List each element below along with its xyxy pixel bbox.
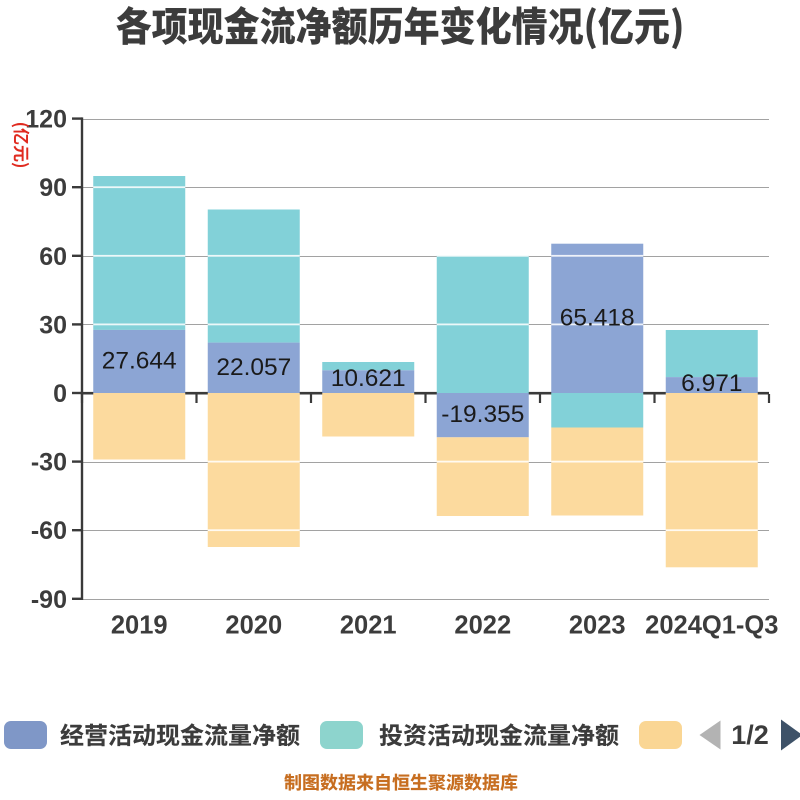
svg-text:6.971: 6.971 [681,370,742,397]
svg-text:2024Q1-Q3: 2024Q1-Q3 [645,612,778,640]
svg-text:-60: -60 [31,517,67,545]
svg-text:30: 30 [39,311,67,339]
svg-text:60: 60 [39,243,67,271]
svg-text:2022: 2022 [454,612,511,640]
svg-text:0: 0 [53,380,67,408]
svg-text:1/2: 1/2 [731,720,769,750]
svg-text:10.621: 10.621 [331,365,406,392]
svg-text:120: 120 [25,106,67,134]
svg-text:-30: -30 [31,449,67,477]
svg-text:-19.355: -19.355 [441,401,524,428]
svg-text:90: 90 [39,174,67,202]
svg-text:27.644: 27.644 [102,348,177,375]
svg-text:2021: 2021 [340,612,397,640]
svg-text:65.418: 65.418 [560,305,635,332]
svg-text:-90: -90 [31,586,67,614]
svg-text:2019: 2019 [111,612,168,640]
svg-text:22.057: 22.057 [216,354,291,381]
svg-text:2020: 2020 [225,612,282,640]
svg-text:2023: 2023 [569,612,626,640]
